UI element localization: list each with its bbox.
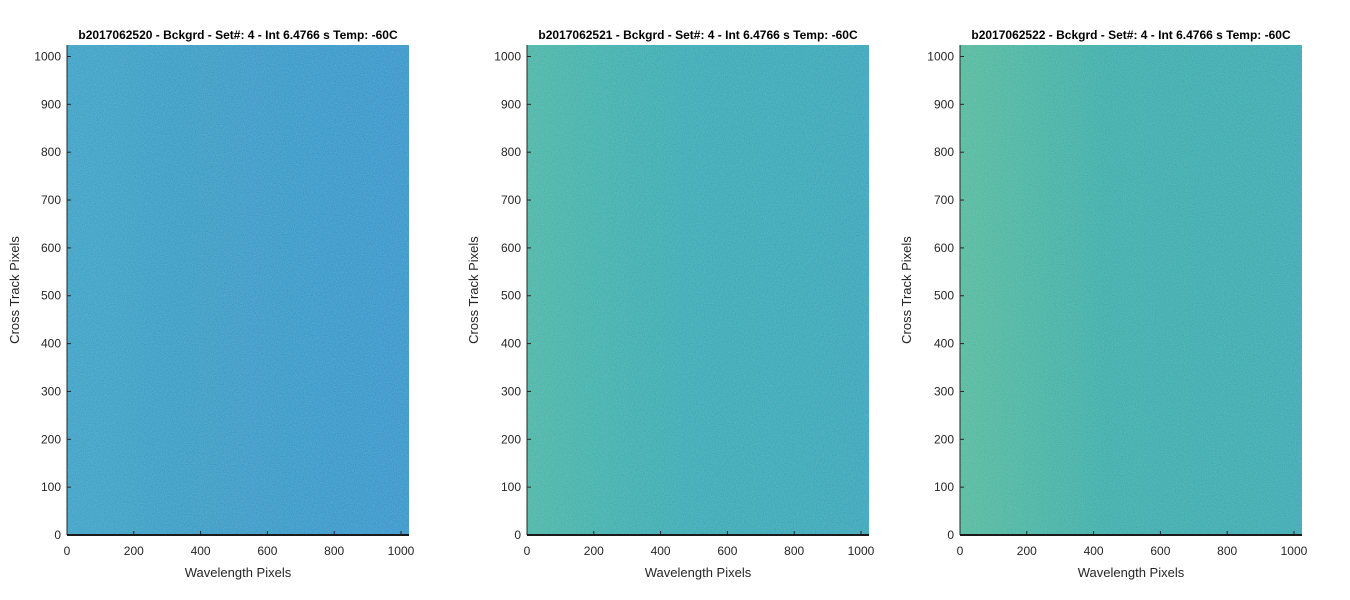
x-tick-label: 600 [257, 544, 277, 558]
y-tick-label: 200 [41, 432, 61, 446]
y-tick-label: 100 [501, 480, 521, 494]
y-tick-label: 300 [41, 384, 61, 398]
panel-title: b2017062520 - Bckgrd - Set#: 4 - Int 6.4… [78, 28, 398, 42]
y-tick-label: 300 [934, 384, 954, 398]
y-tick-label: 900 [41, 97, 61, 111]
x-tick-label: 800 [784, 544, 804, 558]
y-tick-label: 700 [501, 193, 521, 207]
y-tick-label: 400 [501, 337, 521, 351]
y-tick-label: 800 [934, 145, 954, 159]
y-tick-label: 100 [934, 480, 954, 494]
x-tick-label: 0 [64, 544, 71, 558]
y-tick-label: 500 [501, 289, 521, 303]
x-axis-label: Wavelength Pixels [645, 565, 752, 580]
y-tick-label: 200 [501, 432, 521, 446]
y-tick-label: 1000 [927, 49, 954, 63]
y-tick-label: 0 [947, 528, 954, 542]
y-tick-label: 900 [934, 97, 954, 111]
x-axis-label: Wavelength Pixels [185, 565, 292, 580]
x-tick-label: 400 [1084, 544, 1104, 558]
y-tick-label: 600 [501, 241, 521, 255]
y-tick-label: 1000 [494, 49, 521, 63]
panel-title: b2017062522 - Bckgrd - Set#: 4 - Int 6.4… [971, 28, 1291, 42]
x-tick-label: 800 [1217, 544, 1237, 558]
x-tick-label: 200 [584, 544, 604, 558]
panel: b2017062522 - Bckgrd - Set#: 4 - Int 6.4… [899, 28, 1308, 580]
y-tick-label: 400 [41, 337, 61, 351]
y-tick-labels: 0 100 200 300 400 500 600 700 800 900 1000 [494, 49, 531, 542]
y-tick-label: 900 [501, 97, 521, 111]
panel: b2017062521 - Bckgrd - Set#: 4 - Int 6.4… [466, 28, 875, 580]
y-tick-labels: 0 100 200 300 400 500 600 700 800 900 1000 [927, 49, 964, 542]
x-tick-label: 1000 [1281, 544, 1308, 558]
y-tick-label: 700 [934, 193, 954, 207]
x-tick-label: 1000 [388, 544, 415, 558]
x-tick-labels: 0 200 400 600 800 1000 [64, 531, 415, 558]
x-tick-label: 400 [191, 544, 211, 558]
x-tick-label: 600 [717, 544, 737, 558]
y-tick-label: 800 [41, 145, 61, 159]
x-tick-label: 200 [124, 544, 144, 558]
y-tick-label: 300 [501, 384, 521, 398]
x-tick-label: 1000 [848, 544, 875, 558]
heatmap-image [67, 45, 409, 535]
y-axis-label: Cross Track Pixels [7, 236, 22, 344]
x-tick-labels: 0 200 400 600 800 1000 [957, 531, 1308, 558]
x-tick-label: 800 [324, 544, 344, 558]
y-axis-label: Cross Track Pixels [466, 236, 481, 344]
y-tick-label: 0 [54, 528, 61, 542]
y-tick-label: 600 [934, 241, 954, 255]
y-tick-label: 700 [41, 193, 61, 207]
y-tick-label: 600 [41, 241, 61, 255]
x-tick-label: 0 [524, 544, 531, 558]
y-tick-label: 1000 [34, 49, 61, 63]
panel: b2017062520 - Bckgrd - Set#: 4 - Int 6.4… [7, 28, 415, 580]
x-tick-label: 400 [651, 544, 671, 558]
y-tick-label: 500 [934, 289, 954, 303]
heatmap-image [527, 45, 869, 535]
x-tick-labels: 0 200 400 600 800 1000 [524, 531, 875, 558]
panel-title: b2017062521 - Bckgrd - Set#: 4 - Int 6.4… [538, 28, 858, 42]
x-tick-label: 600 [1150, 544, 1170, 558]
y-tick-label: 500 [41, 289, 61, 303]
x-tick-label: 0 [957, 544, 964, 558]
y-tick-label: 400 [934, 337, 954, 351]
y-tick-label: 200 [934, 432, 954, 446]
y-tick-labels: 0 100 200 300 400 500 600 700 800 900 1000 [34, 49, 71, 542]
heatmap-image [960, 45, 1302, 535]
y-tick-label: 100 [41, 480, 61, 494]
y-axis-label: Cross Track Pixels [899, 236, 914, 344]
x-axis-label: Wavelength Pixels [1078, 565, 1185, 580]
x-tick-label: 200 [1017, 544, 1037, 558]
y-tick-label: 0 [514, 528, 521, 542]
y-tick-label: 800 [501, 145, 521, 159]
